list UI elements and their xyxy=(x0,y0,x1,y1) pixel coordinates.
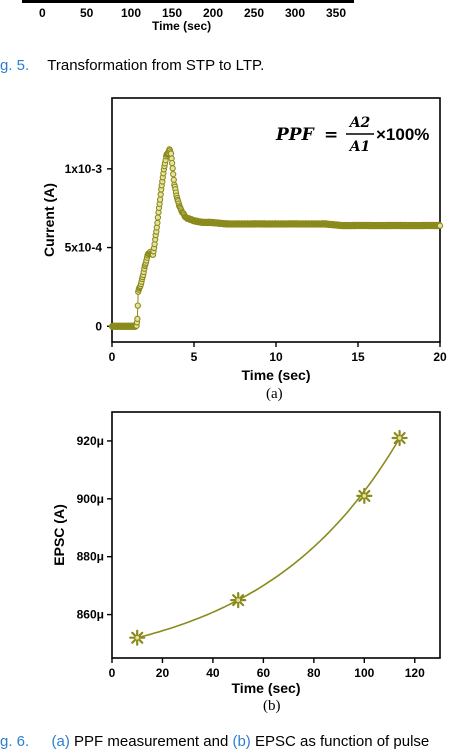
panel-a-label: (a) xyxy=(266,386,283,402)
previous-axis-tick-label: 200 xyxy=(203,6,224,20)
chart-a-x-tick-label: 5 xyxy=(191,350,198,364)
chart-b-x-tick-label: 0 xyxy=(109,666,116,680)
chart-b-ylabel: EPSC (A) xyxy=(51,504,67,565)
ppf-multiplier: ×100% xyxy=(376,125,429,144)
chart-a-data-point xyxy=(168,159,176,167)
chart-b-data-point xyxy=(129,629,146,646)
chart-a-data-point xyxy=(157,191,164,198)
chart-a-xlabel: Time (sec) xyxy=(242,367,311,383)
panel-b-label: (b) xyxy=(263,698,281,714)
chart-a-y-tick-label: 0 xyxy=(95,319,102,333)
ppf-denominator: A1 xyxy=(348,139,371,155)
chart-b-data-point xyxy=(356,487,373,505)
chart-b-epsc: 0 20 40 60 80 100 120 860μ 880μ 900μ 920μ Time (sec… xyxy=(51,411,441,696)
chart-a-y-tick-label: 5x10-4 xyxy=(65,241,103,255)
figure-5-caption-text: Transformation from STP to LTP. xyxy=(47,57,265,74)
chart-a-data-point xyxy=(154,219,161,227)
ppf-label: PPF xyxy=(275,125,316,145)
chart-a-data-point xyxy=(156,196,164,203)
chart-a-data-point xyxy=(134,315,141,323)
previous-axis-xlabel: Time (sec) xyxy=(152,19,212,33)
chart-b-x-tick-label: 80 xyxy=(307,666,321,680)
chart-b-x-tick-label: 60 xyxy=(257,666,271,680)
chart-a-ppf: 0 5 10 15 20 0 5x10-4 1x10-3 Time (sec) Current (… xyxy=(41,97,447,383)
chart-a-data-point xyxy=(154,214,162,221)
ppf-numerator: A2 xyxy=(348,115,371,131)
chart-b-x-tick-label: 20 xyxy=(156,666,170,680)
previous-axis-tick-label: 350 xyxy=(326,6,347,20)
chart-a-x-tick-label: 0 xyxy=(109,350,116,364)
chart-a-x-tick-label: 10 xyxy=(269,350,283,364)
chart-a-data-point xyxy=(169,165,176,172)
previous-axis-tick-label: 50 xyxy=(80,6,94,20)
previous-axis-tick-label: 250 xyxy=(244,6,265,20)
chart-a-data-point xyxy=(170,171,177,178)
chart-a-x-tick-label: 15 xyxy=(351,350,365,364)
chart-b-frame xyxy=(111,411,441,659)
chart-a-ppf-annotation: PPF = A2 A1 ×100% xyxy=(275,115,429,155)
chart-a-x-tick-label: 20 xyxy=(433,350,447,364)
previous-axis-tick-label: 0 xyxy=(39,6,46,20)
previous-axis-tick-label: 100 xyxy=(121,6,142,20)
chart-a-data-point xyxy=(134,302,141,309)
chart-b-y-tick-label: 880μ xyxy=(77,550,104,564)
chart-b-y-tick-label: 900μ xyxy=(77,492,104,506)
chart-b-x-tick-label: 40 xyxy=(206,666,220,680)
previous-axis-line xyxy=(22,0,354,3)
chart-b-y-tick-label: 860μ xyxy=(77,608,104,622)
previous-axis-tick-label: 150 xyxy=(162,6,183,20)
chart-b-data-point xyxy=(391,429,408,447)
chart-b-xlabel: Time (sec) xyxy=(232,680,301,696)
chart-a-y-tick-label: 1x10-3 xyxy=(65,162,103,176)
ppf-equals: = xyxy=(324,125,338,145)
chart-b-x-tick-label: 100 xyxy=(354,666,374,680)
previous-figure-axis: 0 50 100 150 200 250 300 350 Time (sec) xyxy=(0,0,474,36)
chart-b-y-tick-label: 920μ xyxy=(77,434,104,448)
chart-a-ylabel: Current (A) xyxy=(41,183,57,257)
chart-a-data-point xyxy=(436,222,444,229)
chart-b-fit-curve xyxy=(137,437,401,639)
chart-b-data-point xyxy=(230,592,247,609)
figure-5-caption: g. 5. Transformation from STP to LTP. xyxy=(0,57,264,74)
previous-axis-tick-label: 300 xyxy=(285,6,306,20)
figure-5-number[interactable]: g. 5. xyxy=(0,57,30,74)
chart-b-x-tick-label: 120 xyxy=(405,666,425,680)
